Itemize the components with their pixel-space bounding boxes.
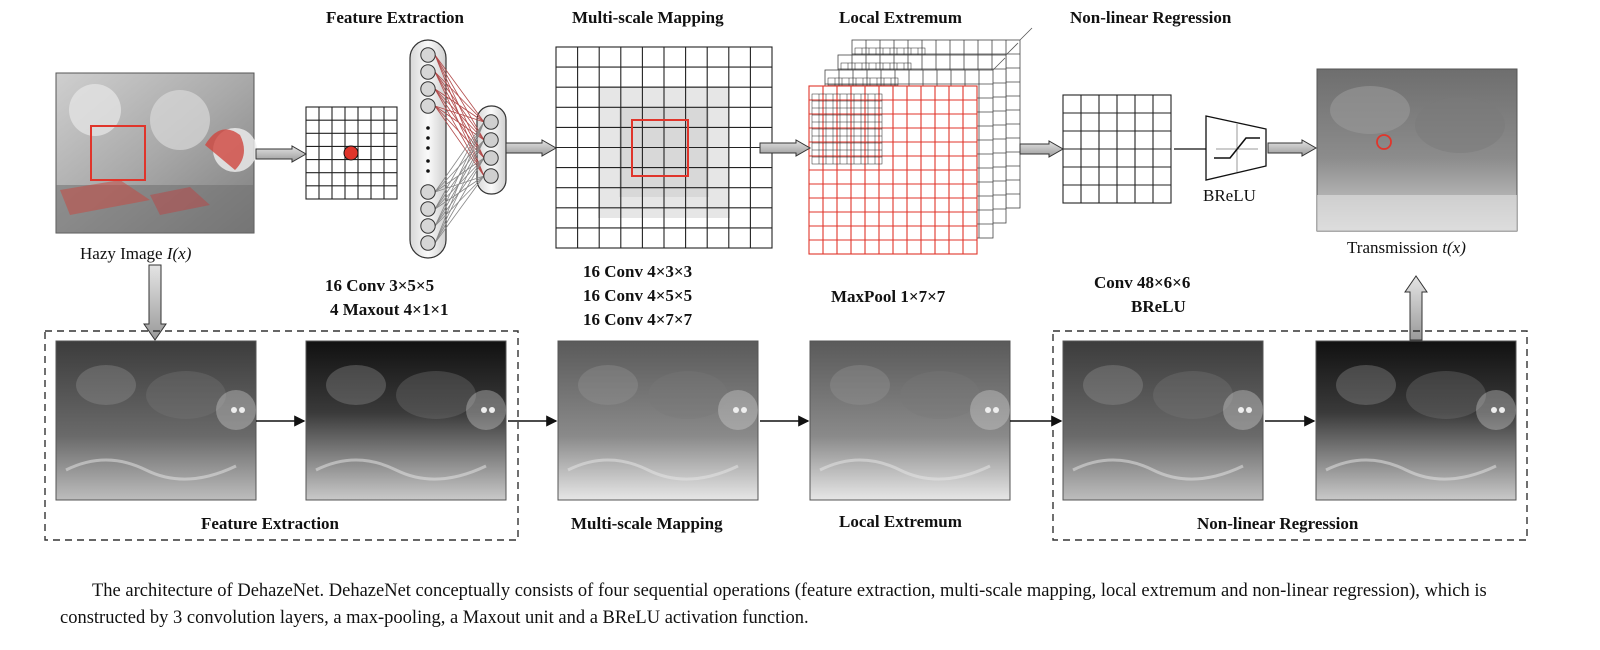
top-title-nonlinear-regression: Non-linear Regression [1070,8,1232,27]
layer-spec-maxpool: MaxPool 1×7×7 [831,287,946,306]
bottom-title-local-extremum: Local Extremum [839,512,962,531]
feature-map-4 [809,340,1011,501]
bottom-title-feature-extraction: Feature Extraction [201,514,340,533]
feature-map-1 [55,340,257,501]
center-pixel-marker [343,145,359,161]
local-extremum-feature-stack [808,27,1033,255]
layer-spec-conv2-c: 16 Conv 4×7×7 [583,310,693,329]
top-title-feature-extraction: Feature Extraction [326,8,465,27]
nonlinear-regression-dashed-box [1052,330,1528,541]
brelu-label: BReLU [1203,186,1256,205]
feature-map-6 [1315,340,1517,501]
diagram-canvas [44,27,1528,541]
layer-spec-conv1: 16 Conv 3×5×5 [325,276,435,295]
layer-spec-brelu: BReLU [1131,297,1186,316]
input-image-label: Hazy Image I(x) [80,244,192,263]
top-title-multiscale-mapping: Multi-scale Mapping [572,8,724,27]
feature-map-3 [557,340,759,501]
figure-caption: The architecture of DehazeNet. DehazeNet… [60,578,1570,632]
feature-map-5 [1062,340,1264,501]
layer-spec-conv3: Conv 48×6×6 [1094,273,1191,292]
layer-spec-conv2-b: 16 Conv 4×5×5 [583,286,693,305]
multiscale-mapping-grid [555,46,773,249]
layer-spec-conv2-a: 16 Conv 4×3×3 [583,262,693,281]
pipeline-arrows [143,139,1428,341]
bottom-title-nonlinear-regression: Non-linear Regression [1197,514,1359,533]
top-title-local-extremum: Local Extremum [839,8,962,27]
bottom-title-multiscale-mapping: Multi-scale Mapping [571,514,723,533]
figure-caption-text: The architecture of DehazeNet. DehazeNet… [60,581,1487,628]
maxout-network [409,39,507,259]
feature-extraction-dashed-box [44,330,519,541]
brelu-activation-icon [1174,115,1267,181]
feature-map-row [55,340,1517,501]
regression-output-grid [1062,94,1172,204]
layer-spec-maxout: 4 Maxout 4×1×1 [330,300,449,319]
hazy-input-image [55,72,257,234]
transmission-output-image [1316,68,1518,232]
feature-map-2 [305,340,507,501]
output-image-label: Transmission t(x) [1347,238,1466,257]
